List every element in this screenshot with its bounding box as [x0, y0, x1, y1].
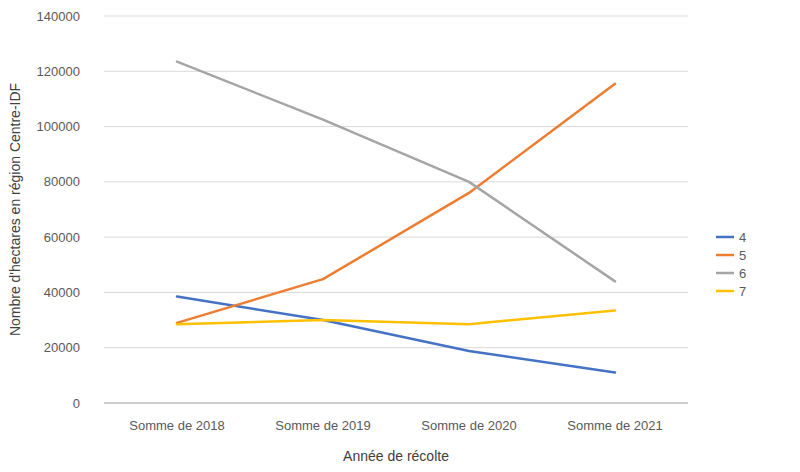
legend-key — [716, 290, 734, 293]
x-tick-label: Somme de 2020 — [421, 418, 516, 433]
y-tick-label: 20000 — [44, 340, 80, 355]
chart: 0 20000 40000 60000 80000 100000 120000 140000 S… — [0, 0, 800, 472]
series-line — [177, 62, 615, 282]
series-line — [177, 310, 615, 324]
legend-label: 4 — [739, 230, 746, 245]
plot-area — [177, 62, 615, 373]
grid-line — [104, 403, 688, 404]
grid-line — [104, 347, 688, 348]
x-tick-label: Somme de 2019 — [275, 418, 370, 433]
legend-label: 5 — [739, 248, 746, 263]
y-tick-label: 140000 — [37, 9, 80, 24]
y-tick-label: 60000 — [44, 230, 80, 245]
y-tick-label: 40000 — [44, 285, 80, 300]
grid-line — [104, 126, 688, 127]
grid-line — [104, 292, 688, 293]
legend-key — [716, 272, 734, 275]
y-tick-label: 100000 — [37, 119, 80, 134]
x-axis-title: Année de récolte — [343, 448, 449, 464]
y-tick-label: 80000 — [44, 174, 80, 189]
legend: 4 5 6 7 — [716, 230, 746, 299]
x-tick-label: Somme de 2018 — [129, 418, 224, 433]
grid-line — [104, 71, 688, 72]
x-axis-line — [104, 403, 688, 404]
legend-label: 6 — [739, 266, 746, 281]
grid-line — [104, 181, 688, 182]
y-tick-label: 120000 — [37, 64, 80, 79]
y-tick-label: 0 — [73, 396, 80, 411]
legend-key — [716, 236, 734, 239]
legend-label: 7 — [739, 284, 746, 299]
series-line — [177, 84, 615, 323]
y-axis-title: Nombre d'hectares en région Centre-IDF — [7, 83, 23, 336]
x-tick-label: Somme de 2021 — [567, 418, 662, 433]
series-line — [177, 297, 615, 373]
legend-key — [716, 254, 734, 257]
grid-line — [104, 16, 688, 17]
